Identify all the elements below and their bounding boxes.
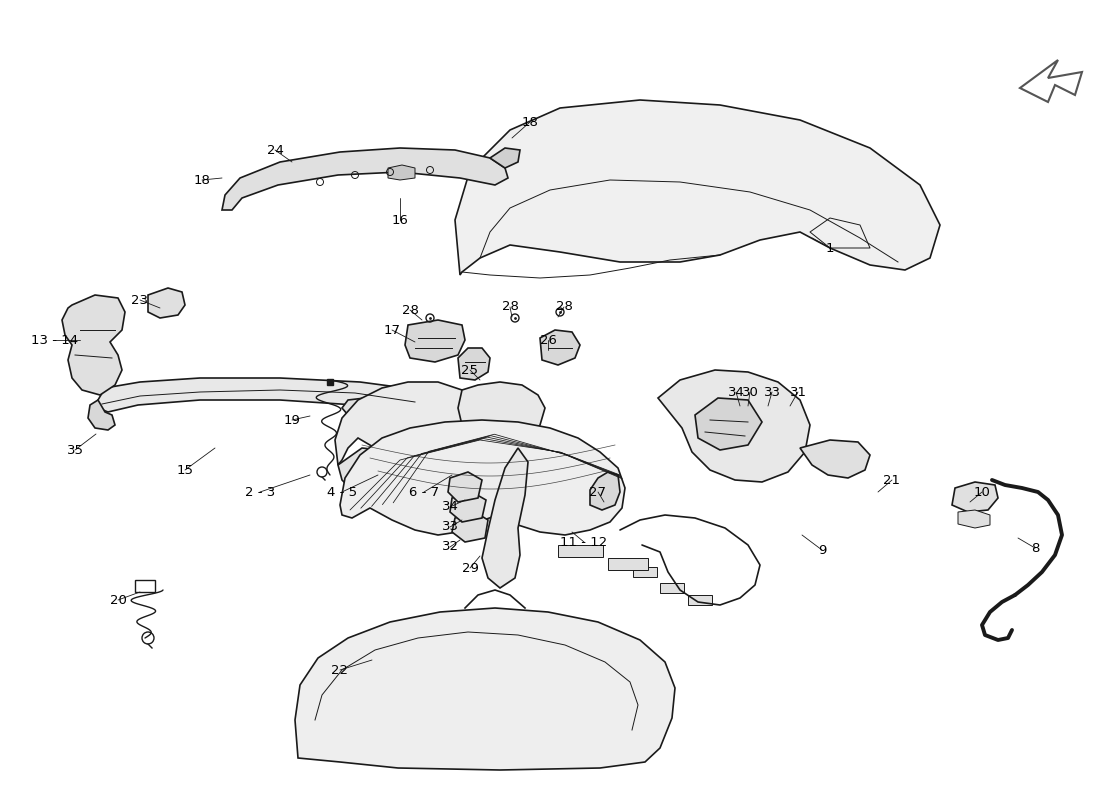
Polygon shape [448, 472, 482, 502]
Polygon shape [405, 320, 465, 362]
Polygon shape [88, 400, 116, 430]
FancyBboxPatch shape [558, 545, 603, 557]
Text: 32: 32 [441, 541, 459, 554]
Text: 25: 25 [462, 363, 478, 377]
Text: 24: 24 [266, 143, 284, 157]
Polygon shape [98, 378, 448, 418]
Text: 13 - 14: 13 - 14 [32, 334, 78, 346]
Text: 22: 22 [331, 663, 349, 677]
Polygon shape [458, 382, 544, 445]
Polygon shape [958, 510, 990, 528]
Polygon shape [388, 165, 415, 180]
Text: 34: 34 [441, 501, 459, 514]
Text: 15: 15 [176, 463, 194, 477]
Text: 20: 20 [110, 594, 126, 606]
Polygon shape [340, 420, 625, 535]
Polygon shape [482, 448, 528, 588]
Text: 27: 27 [590, 486, 606, 498]
Text: 4 - 5: 4 - 5 [327, 486, 358, 498]
Text: 28: 28 [556, 301, 572, 314]
Text: 26: 26 [540, 334, 557, 346]
Polygon shape [952, 482, 998, 512]
Text: 21: 21 [883, 474, 901, 486]
Text: 33: 33 [441, 521, 459, 534]
Polygon shape [695, 398, 762, 450]
Text: 19: 19 [284, 414, 300, 426]
Polygon shape [295, 608, 675, 770]
Polygon shape [338, 448, 395, 492]
Polygon shape [148, 288, 185, 318]
FancyBboxPatch shape [135, 580, 155, 592]
Text: 9: 9 [817, 543, 826, 557]
Text: 1: 1 [826, 242, 834, 254]
Text: 31: 31 [790, 386, 806, 398]
Polygon shape [450, 492, 486, 522]
FancyBboxPatch shape [608, 558, 648, 570]
Polygon shape [222, 148, 508, 210]
Text: 18: 18 [521, 115, 538, 129]
Polygon shape [336, 382, 482, 465]
Text: 28: 28 [402, 303, 418, 317]
Polygon shape [62, 295, 125, 395]
Text: 17: 17 [384, 323, 400, 337]
Polygon shape [362, 412, 388, 430]
Polygon shape [658, 370, 810, 482]
Text: 34: 34 [727, 386, 745, 398]
Text: 29: 29 [462, 562, 478, 574]
Polygon shape [452, 512, 488, 542]
Text: 11 - 12: 11 - 12 [560, 535, 607, 549]
Polygon shape [590, 472, 620, 510]
Polygon shape [540, 330, 580, 365]
Text: 28: 28 [502, 301, 518, 314]
Text: 6 - 7: 6 - 7 [409, 486, 439, 498]
Text: 35: 35 [66, 443, 84, 457]
Text: 30: 30 [741, 386, 758, 398]
Text: 18: 18 [194, 174, 210, 186]
FancyBboxPatch shape [688, 595, 712, 605]
Text: 16: 16 [392, 214, 408, 226]
Polygon shape [342, 398, 372, 418]
FancyBboxPatch shape [660, 583, 684, 593]
Text: 8: 8 [1031, 542, 1040, 554]
Polygon shape [455, 100, 940, 275]
Text: 23: 23 [132, 294, 148, 306]
Polygon shape [800, 440, 870, 478]
Text: 33: 33 [763, 386, 781, 398]
Text: 10: 10 [974, 486, 990, 498]
Polygon shape [458, 348, 490, 380]
Text: 2 - 3: 2 - 3 [245, 486, 275, 498]
Polygon shape [490, 148, 520, 168]
FancyBboxPatch shape [632, 567, 657, 577]
